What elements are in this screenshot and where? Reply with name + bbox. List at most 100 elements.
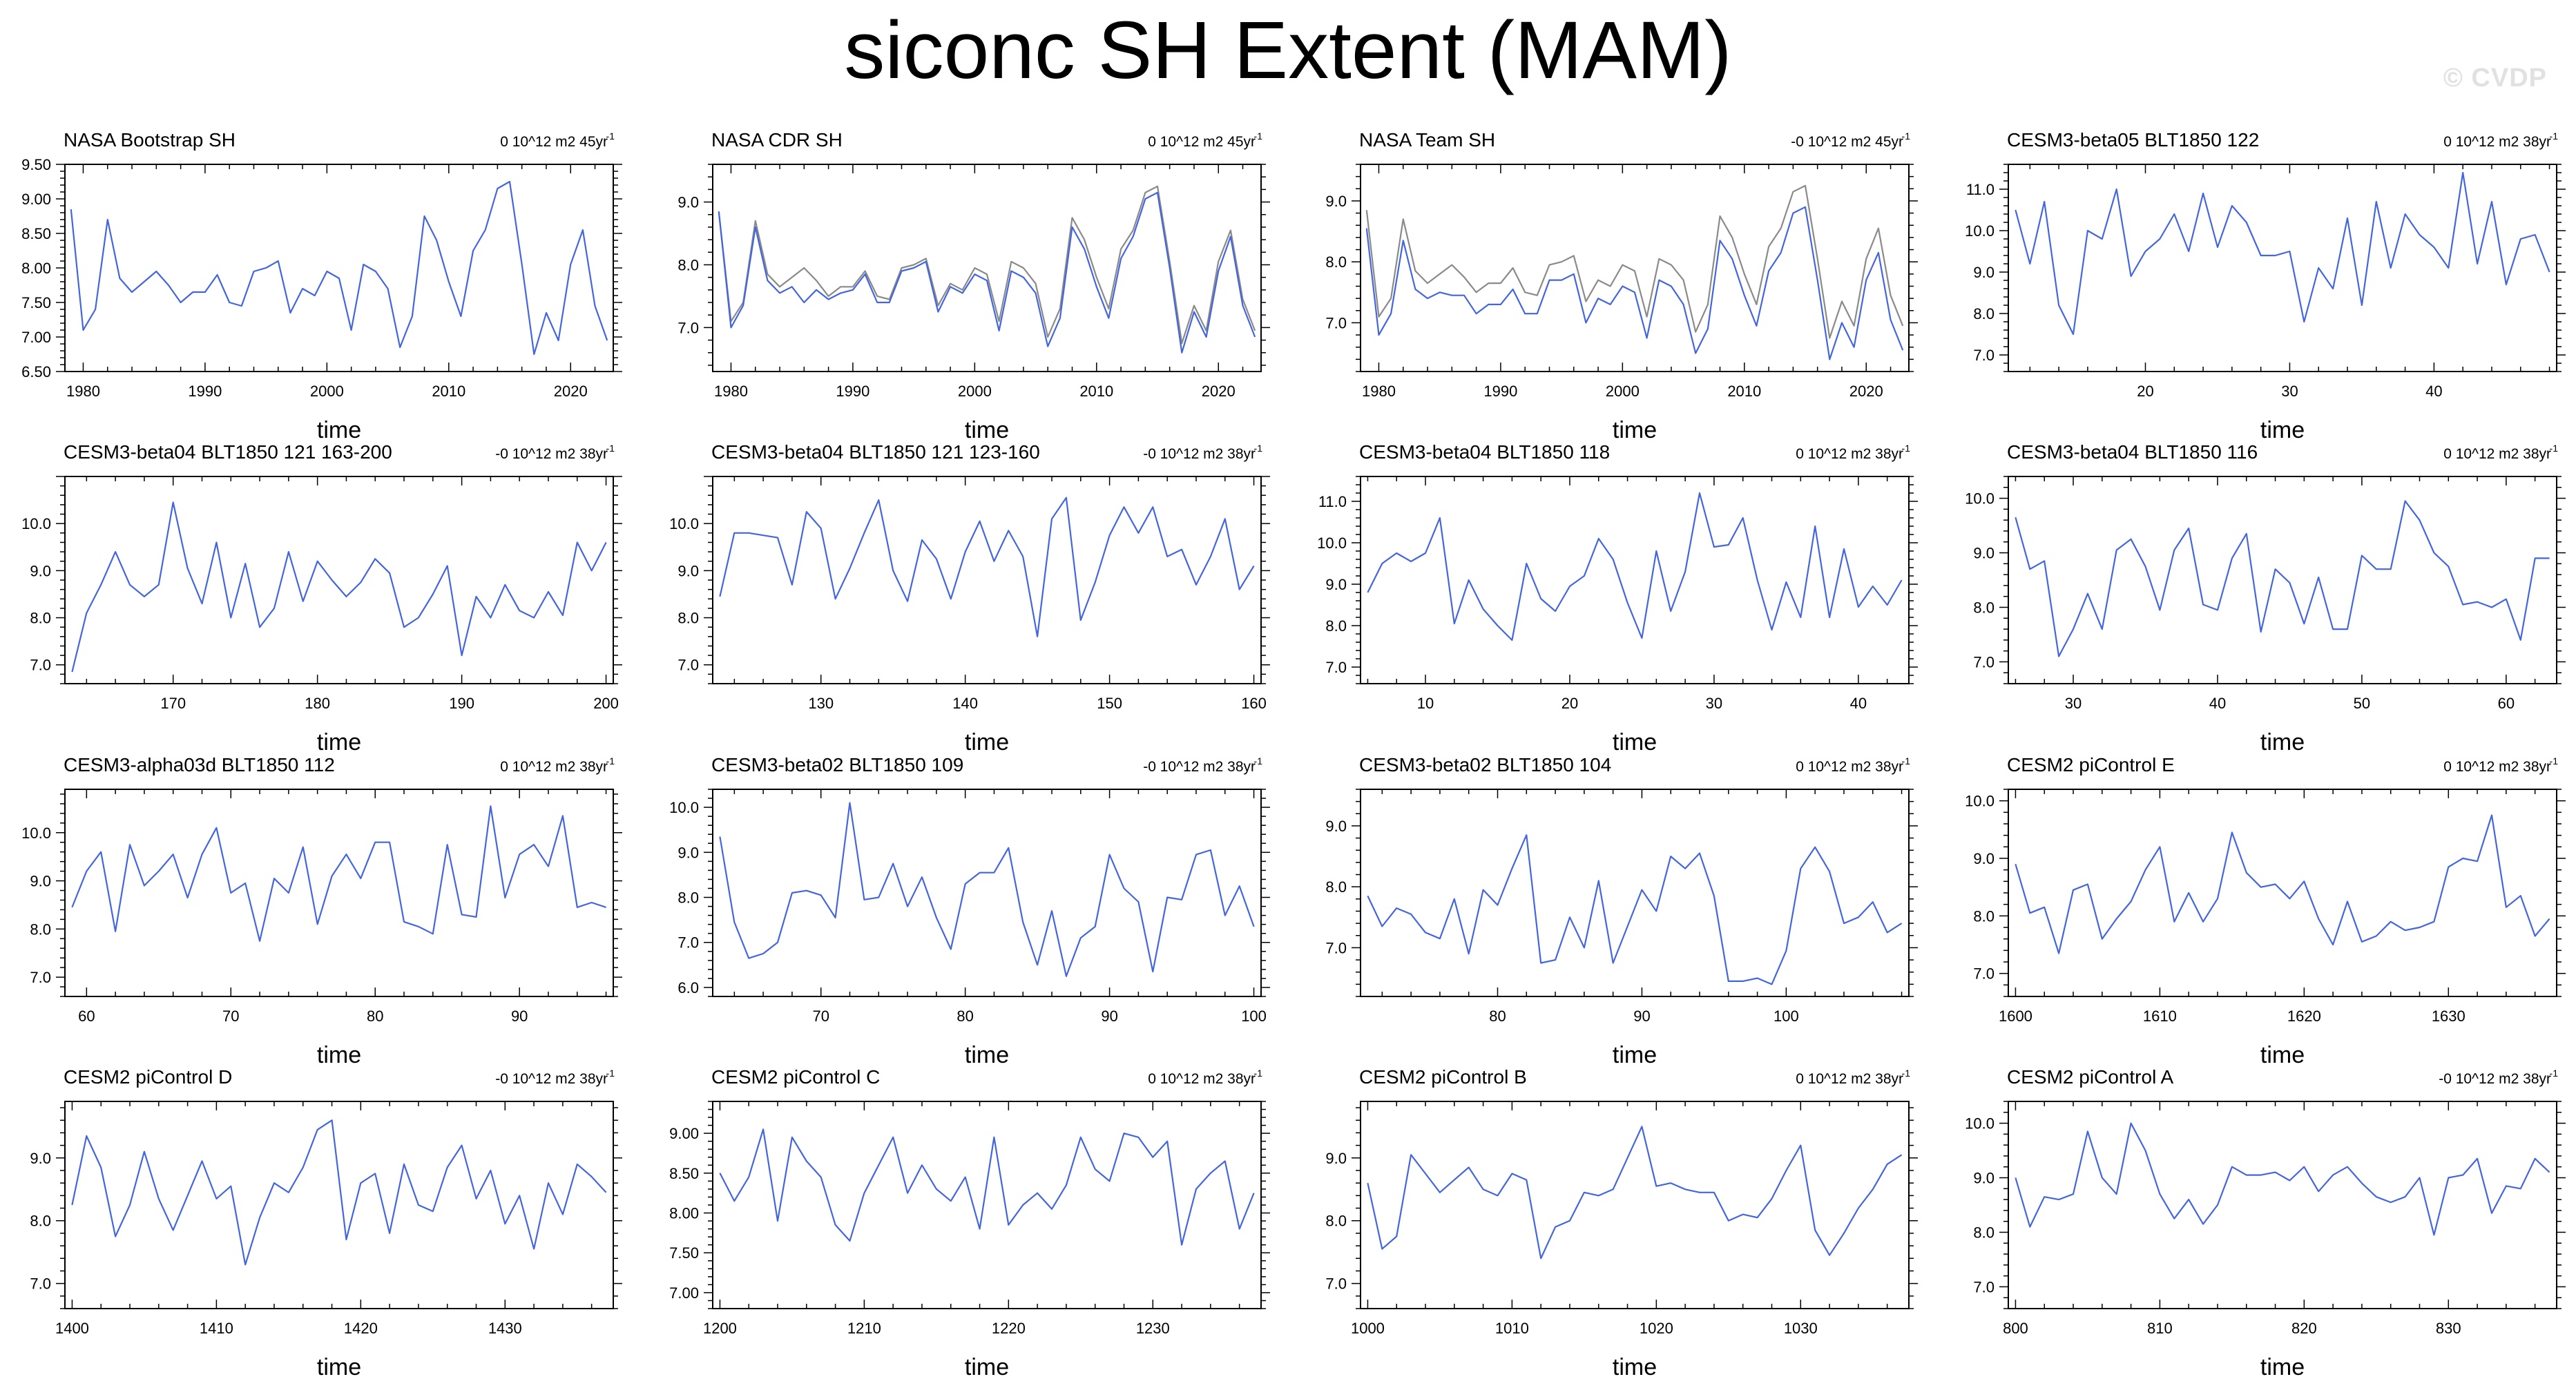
trend-label: 0 10^12 m2 38yr xyxy=(1796,1071,1903,1087)
x-tick-label: 60 xyxy=(78,1008,95,1025)
x-axis-label: time xyxy=(2260,1042,2305,1068)
y-tick-label: 8.0 xyxy=(1325,1213,1347,1230)
y-tick-label: 10.0 xyxy=(669,515,699,532)
plot-frame xyxy=(712,789,1262,997)
trend-superscript: -1 xyxy=(1902,131,1911,142)
panel-title: CESM2 piControl D xyxy=(64,1066,232,1088)
x-tick-label: 1990 xyxy=(836,383,869,400)
y-tick-label: 7.00 xyxy=(669,1284,699,1302)
y-tick-label: 9.00 xyxy=(669,1125,699,1142)
trend-label: 0 10^12 m2 38yr xyxy=(1796,446,1903,462)
plot-frame xyxy=(1360,1101,1910,1309)
y-tick-label: 9.0 xyxy=(30,873,51,890)
x-axis-label: time xyxy=(1613,729,1657,755)
x-tick-label: 70 xyxy=(222,1008,239,1025)
panel-5: CESM3-beta04 BLT1850 121 163-200 -0 10^12… xyxy=(21,441,622,755)
trend-label: -0 10^12 m2 38yr xyxy=(2439,1071,2551,1087)
cvdp-watermark: © CVDP xyxy=(2443,64,2547,93)
panel-title: CESM3-beta04 BLT1850 121 123-160 xyxy=(711,441,1040,463)
y-tick-label: 9.50 xyxy=(21,156,51,173)
trend-superscript: -1 xyxy=(1254,443,1263,454)
x-tick-label: 80 xyxy=(367,1008,383,1025)
panel-6: CESM3-beta04 BLT1850 121 123-160 -0 10^12… xyxy=(669,441,1270,755)
trend-superscript: -1 xyxy=(1254,1068,1263,1079)
y-tick-label: 6.50 xyxy=(21,363,51,380)
trend-label: 0 10^12 m2 45yr xyxy=(1148,134,1256,150)
y-tick-label: 7.50 xyxy=(669,1244,699,1262)
y-tick-label: 8.50 xyxy=(669,1165,699,1182)
x-tick-label: 100 xyxy=(1241,1008,1267,1025)
x-axis-label: time xyxy=(2260,729,2305,755)
x-axis-label: time xyxy=(2260,417,2305,443)
y-tick-label: 8.00 xyxy=(21,260,51,277)
y-tick-label: 9.0 xyxy=(1325,1150,1347,1167)
y-tick-label: 8.00 xyxy=(669,1205,699,1222)
plot-frame xyxy=(712,1101,1262,1309)
y-tick-label: 9.0 xyxy=(1973,850,1995,867)
y-tick-label: 8.0 xyxy=(1973,599,1995,616)
plot-frame xyxy=(1360,164,1910,372)
panel-15: CESM2 piControl B 0 10^12 m2 38yr-1 time 10… xyxy=(1325,1066,1918,1380)
x-tick-label: 170 xyxy=(160,695,186,712)
y-tick-label: 9.0 xyxy=(30,562,51,579)
y-tick-label: 9.0 xyxy=(1325,193,1347,210)
x-tick-label: 90 xyxy=(1101,1008,1117,1025)
x-axis-label: time xyxy=(965,1354,1009,1380)
panel-title: CESM2 piControl A xyxy=(2007,1066,2174,1088)
trend-superscript: -1 xyxy=(1902,1068,1911,1079)
trend-superscript: -1 xyxy=(1254,755,1263,767)
x-tick-label: 60 xyxy=(2498,695,2515,712)
x-tick-label: 100 xyxy=(1774,1008,1799,1025)
x-tick-label: 160 xyxy=(1241,695,1267,712)
y-tick-label: 8.0 xyxy=(1325,253,1347,271)
panel-2: NASA CDR SH 0 10^12 m2 45yr-1 time 1980 1990… xyxy=(677,129,1270,443)
x-tick-label: 10 xyxy=(1417,695,1434,712)
x-tick-label: 2010 xyxy=(1079,383,1113,400)
plot-frame xyxy=(712,476,1262,684)
x-tick-label: 1980 xyxy=(1362,383,1396,400)
y-tick-label: 8.0 xyxy=(677,889,699,907)
trend-label: -0 10^12 m2 38yr xyxy=(1143,446,1256,462)
x-tick-label: 20 xyxy=(2137,383,2153,400)
trend-superscript: -1 xyxy=(606,755,615,767)
x-tick-label: 20 xyxy=(1561,695,1578,712)
trend-label: -0 10^12 m2 38yr xyxy=(495,446,608,462)
x-tick-label: 30 xyxy=(2281,383,2298,400)
x-tick-label: 30 xyxy=(1706,695,1722,712)
x-tick-label: 1620 xyxy=(2287,1008,2321,1025)
panel-title: CESM3-beta02 BLT1850 104 xyxy=(1359,754,1611,775)
y-tick-label: 8.0 xyxy=(30,1213,51,1230)
x-tick-label: 1430 xyxy=(488,1320,522,1337)
x-tick-label: 2020 xyxy=(1202,383,1236,400)
y-tick-label: 7.0 xyxy=(30,969,51,986)
x-tick-label: 1980 xyxy=(66,383,100,400)
x-tick-label: 1600 xyxy=(1999,1008,2032,1025)
figure-title: siconc SH Extent (MAM) xyxy=(844,5,1732,96)
x-tick-label: 2020 xyxy=(554,383,588,400)
panel-8: CESM3-beta04 BLT1850 116 0 10^12 m2 38yr-… xyxy=(1965,441,2566,755)
x-tick-label: 2020 xyxy=(1849,383,1883,400)
panel-13: CESM2 piControl D -0 10^12 m2 38yr-1 time 1… xyxy=(30,1066,622,1380)
x-axis-label: time xyxy=(317,1042,361,1068)
x-tick-label: 90 xyxy=(511,1008,528,1025)
x-tick-label: 190 xyxy=(449,695,474,712)
x-tick-label: 130 xyxy=(808,695,834,712)
y-tick-label: 8.0 xyxy=(1973,1224,1995,1241)
trend-superscript: -1 xyxy=(2550,755,2559,767)
y-tick-label: 9.0 xyxy=(1325,818,1347,835)
trend-label: 0 10^12 m2 38yr xyxy=(1148,1071,1256,1087)
y-tick-label: 8.0 xyxy=(30,920,51,938)
y-tick-label: 10.0 xyxy=(1317,534,1347,552)
trend-superscript: -1 xyxy=(1902,755,1911,767)
x-tick-label: 1990 xyxy=(188,383,222,400)
series-line xyxy=(71,501,607,673)
panel-title: NASA Team SH xyxy=(1359,129,1495,151)
x-tick-label: 1410 xyxy=(200,1320,233,1337)
y-tick-label: 9.0 xyxy=(1325,576,1347,593)
y-tick-label: 9.0 xyxy=(30,1150,51,1167)
trend-label: -0 10^12 m2 38yr xyxy=(1143,759,1256,775)
y-tick-label: 10.0 xyxy=(1965,490,1995,508)
x-tick-label: 2010 xyxy=(432,383,465,400)
plot-frame xyxy=(64,164,614,372)
